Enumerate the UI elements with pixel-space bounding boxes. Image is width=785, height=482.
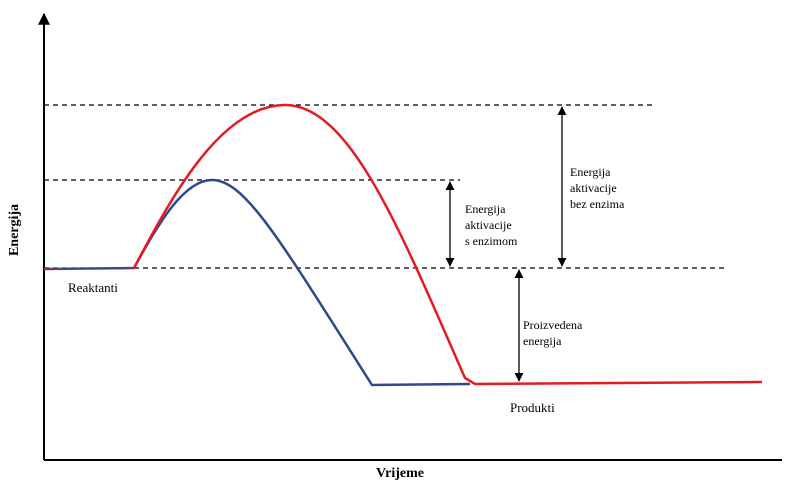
label-line: Proizvedena: [523, 318, 583, 332]
label-line: aktivacije: [570, 181, 617, 195]
y-axis-label: Energija: [7, 204, 22, 256]
reactants-label: Reaktanti: [68, 280, 118, 295]
released-energy-label: Proizvedena energija: [523, 318, 585, 348]
label-line: bez enzima: [570, 197, 625, 211]
label-line: energija: [523, 334, 562, 348]
activation-with-enzyme-label: Energija aktivacije s enzimom: [465, 202, 518, 248]
x-axis-label: Vrijeme: [376, 466, 424, 481]
label-line: Energija: [570, 165, 611, 179]
activation-without-enzyme-label: Energija aktivacije bez enzima: [570, 165, 625, 211]
enzyme-curve: [132, 178, 471, 387]
label-line: s enzimom: [465, 234, 518, 248]
products-label: Produkti: [510, 400, 555, 415]
reactant-line: [43, 267, 135, 270]
no-enzyme-curve: [43, 103, 763, 386]
label-line: Energija: [465, 202, 506, 216]
label-line: aktivacije: [465, 218, 512, 232]
